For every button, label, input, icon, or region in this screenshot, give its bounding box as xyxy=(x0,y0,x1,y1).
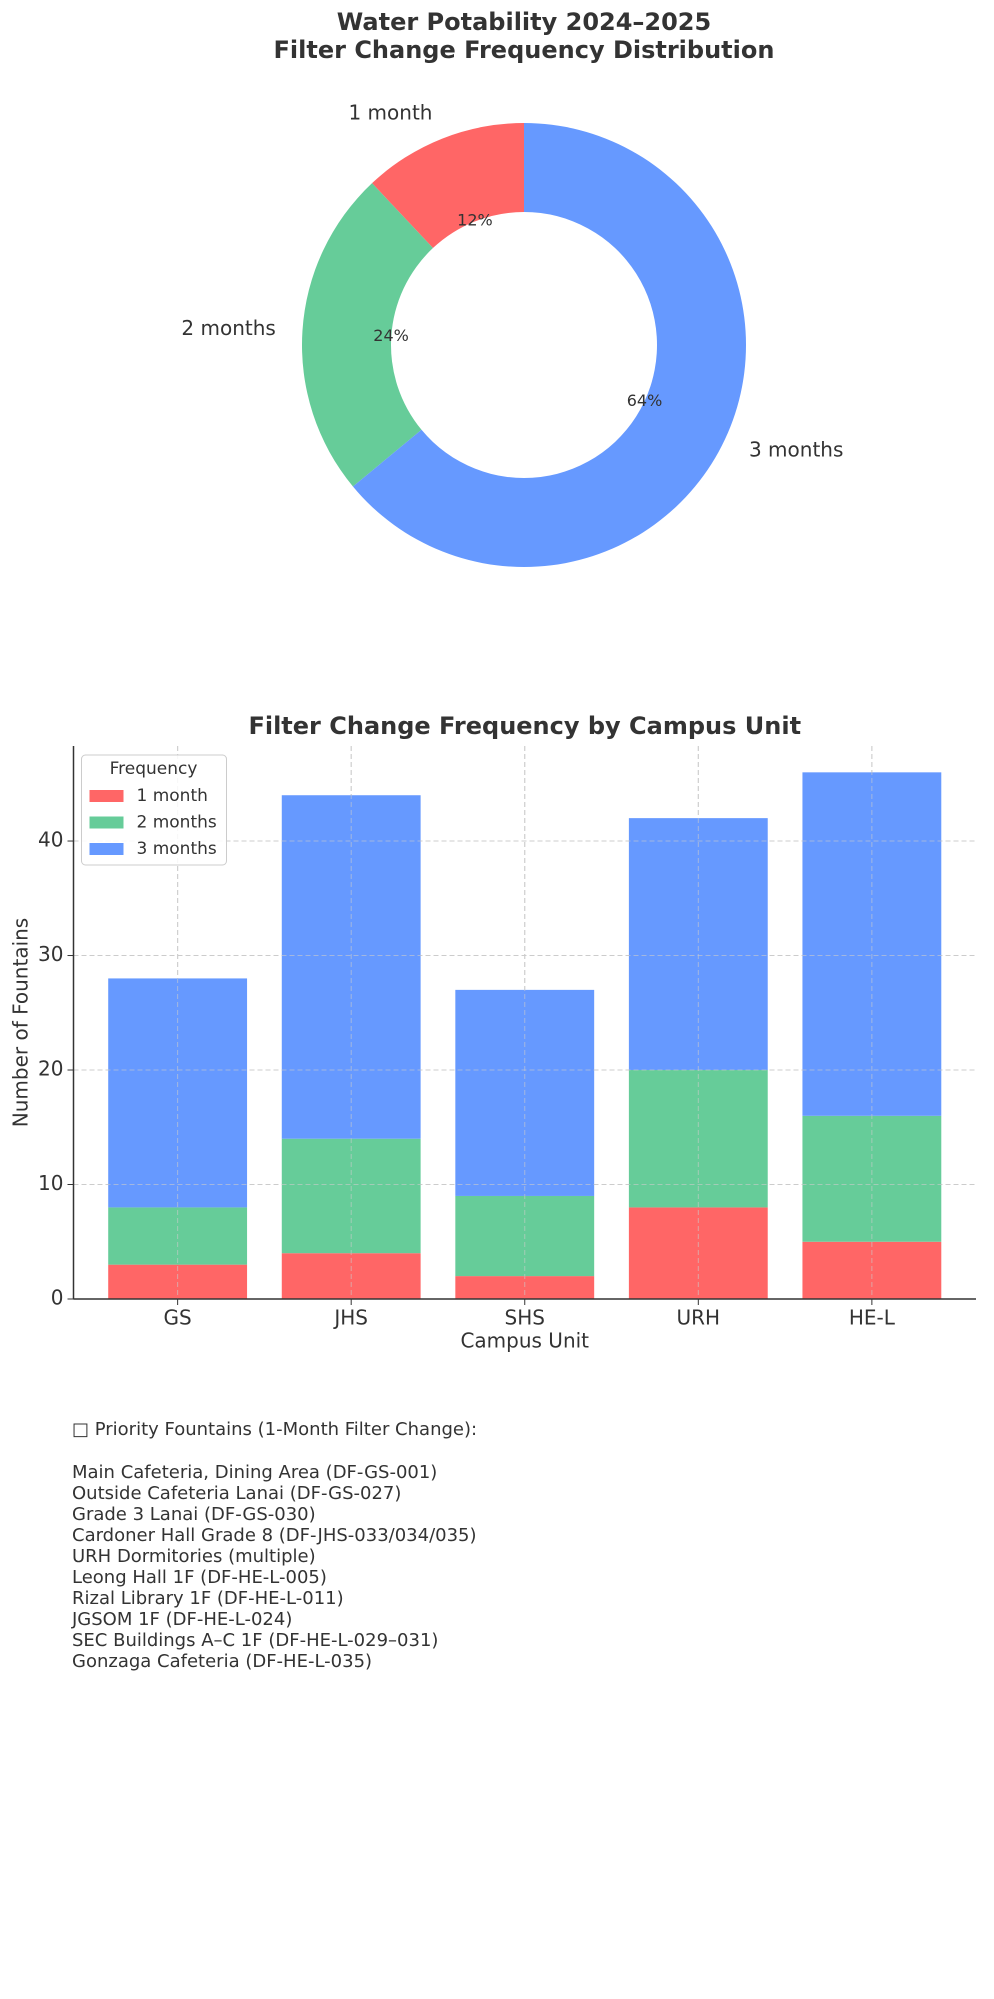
bar-segment xyxy=(628,818,768,1071)
notes-item: Gonzaga Cafeteria (DF-HE-L-035) xyxy=(72,1651,372,1672)
legend-box xyxy=(81,754,227,866)
x-axis-label: Campus Unit xyxy=(460,1329,589,1353)
donut-wedge xyxy=(302,183,433,487)
x-tick-label: JHS xyxy=(332,1306,368,1330)
y-tick-label: 20 xyxy=(38,1057,63,1081)
notes-item: Leong Hall 1F (DF-HE-L-005) xyxy=(72,1567,327,1588)
x-tick-label: URH xyxy=(677,1306,721,1330)
legend-swatch xyxy=(89,843,124,855)
notes-item: JGSOM 1F (DF-HE-L-024) xyxy=(71,1609,292,1630)
notes-item: Rizal Library 1F (DF-HE-L-011) xyxy=(72,1588,344,1609)
value-label: 64% xyxy=(627,391,663,410)
legend-label: 3 months xyxy=(137,839,217,859)
notes-item: Outside Cafeteria Lanai (DF-GS-027) xyxy=(72,1483,401,1504)
donut-wedge xyxy=(372,123,524,249)
chart-title: Filter Change Frequency by Campus Unit xyxy=(248,712,801,740)
wedge-label: 2 months xyxy=(181,316,275,340)
legend-label: 1 month xyxy=(137,786,208,806)
bar-segment xyxy=(802,772,942,1116)
y-axis-label: Number of Fountains xyxy=(9,918,33,1127)
bar-segment xyxy=(455,1276,595,1299)
legend-title: Frequency xyxy=(110,759,198,779)
notes-item: SEC Buildings A–C 1F (DF-HE-L-029–031) xyxy=(72,1630,438,1651)
legend-swatch xyxy=(89,816,124,829)
y-tick-label: 40 xyxy=(38,828,63,852)
y-tick-label: 30 xyxy=(38,942,63,966)
chart-title: Water Potability 2024–2025 Filter Change … xyxy=(274,8,775,64)
wedge-label: 3 months xyxy=(749,437,843,461)
x-tick-label: SHS xyxy=(505,1306,545,1330)
notes-item: Grade 3 Lanai (DF-GS-030) xyxy=(72,1504,316,1525)
legend-swatch xyxy=(89,790,124,802)
notes-item: Main Cafeteria, Dining Area (DF-GS-001) xyxy=(72,1462,437,1483)
legend-label: 2 months xyxy=(137,813,217,833)
notes-item: URH Dormitories (multiple) xyxy=(72,1546,316,1567)
x-tick-label: HE-L xyxy=(849,1306,896,1330)
x-tick-label: GS xyxy=(164,1306,192,1330)
value-label: 24% xyxy=(373,326,409,345)
value-label: 12% xyxy=(457,211,493,230)
y-tick-label: 10 xyxy=(38,1171,63,1195)
wedge-label: 1 month xyxy=(348,100,432,124)
y-tick-label: 0 xyxy=(51,1286,64,1310)
notes-item: Cardoner Hall Grade 8 (DF-JHS-033/034/03… xyxy=(72,1525,477,1546)
donut-wedge xyxy=(352,123,747,568)
notes-heading: □ Priority Fountains (1-Month Filter Cha… xyxy=(72,1419,477,1440)
